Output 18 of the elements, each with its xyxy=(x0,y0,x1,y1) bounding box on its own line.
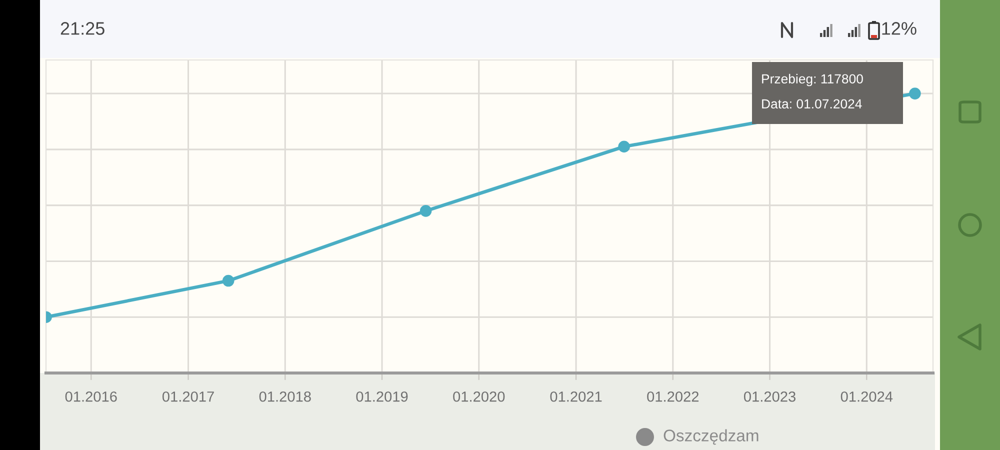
text: 21:25 xyxy=(60,22,104,35)
x-tick-label: 01.2017 xyxy=(162,391,214,402)
point xyxy=(222,274,234,287)
x-tick-label: 01.2021 xyxy=(550,391,602,402)
x-tick-label: 01.2016 xyxy=(65,391,117,402)
x-tick-label: 01.2020 xyxy=(453,391,505,402)
text: Przebieg: 117800 xyxy=(762,74,863,86)
x-tick-label: 01.2023 xyxy=(744,391,796,402)
x-tick-label: 01.2018 xyxy=(259,391,311,402)
x-tick-label: 01.2019 xyxy=(356,391,408,402)
text: Oszczędzam xyxy=(664,429,758,445)
x-tick-label: 01.2022 xyxy=(647,391,699,402)
point xyxy=(909,88,921,100)
point xyxy=(420,205,432,217)
text: 12% xyxy=(882,22,916,35)
point xyxy=(618,140,630,153)
annotation: Data: 01.07.2024 xyxy=(762,99,862,109)
x-tick-label: 01.2024 xyxy=(840,391,893,402)
